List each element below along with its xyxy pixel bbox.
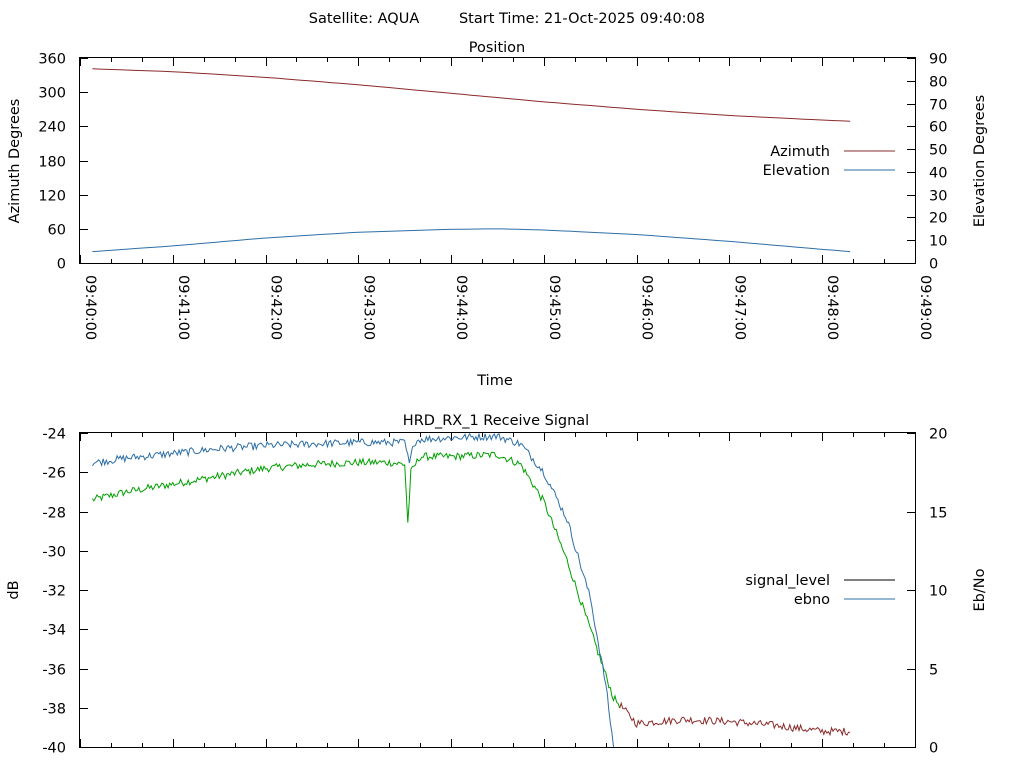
receive-signal-y-tick-label: -24 [42, 427, 66, 443]
receive-signal-y2-tick-label: 20 [929, 427, 947, 443]
receive-signal-chart: HRD_RX_1 Receive Signal -40-38-36-34-32-… [6, 413, 988, 757]
position-y2-tick-label: 80 [929, 75, 947, 91]
receive-signal-y2-tick-label: 10 [929, 584, 947, 600]
position-chart-title: Position [469, 40, 525, 56]
position-chart: Position 0 60 120 180 240 300 360 0 10 20 30 40 50 60… [7, 40, 988, 389]
receive-signal-y-tick-label: -28 [42, 506, 66, 522]
position-y2-tick-label: 50 [929, 143, 947, 159]
receive-signal-y-axis-label: dB [6, 580, 22, 599]
position-y-tick-label: 300 [38, 86, 66, 102]
position-y2-tick-label: 90 [929, 52, 947, 68]
receive-signal-y-tick-label: -32 [42, 584, 66, 600]
receive-signal-y2-tick-label: 0 [929, 741, 938, 757]
position-y2-axis-label: Elevation Degrees [972, 95, 988, 227]
receive-signal-y-tick-label: -40 [42, 741, 66, 757]
start-time-label: Start Time: 21-Oct-2025 09:40:08 [459, 11, 705, 27]
position-x-tick-label: 09:40:00 [82, 275, 98, 340]
legend-ebno-label: ebno [794, 592, 830, 608]
receive-signal-plot-frame [79, 432, 916, 748]
receive-signal-y2-axis-label: Eb/No [972, 568, 988, 611]
position-y-tick-label: 0 [57, 257, 66, 273]
receive-signal-y-tick-label: -26 [42, 466, 66, 482]
receive-signal-series [91, 432, 851, 748]
position-y-tick-label: 60 [48, 223, 66, 239]
position-y2-tick-label: 40 [929, 166, 947, 182]
position-y-tick-label: 120 [38, 189, 66, 205]
position-y-tick-label: 180 [38, 155, 66, 171]
position-y2-tick-label: 0 [929, 257, 938, 273]
series-Elevation-line [92, 228, 851, 253]
receive-signal-chart-title: HRD_RX_1 Receive Signal [403, 413, 589, 429]
position-x-tick-label: 09:42:00 [268, 275, 284, 340]
position-x-axis-label: Time [476, 373, 513, 389]
position-series [92, 68, 851, 253]
series-signal-level-line-weak [619, 701, 851, 737]
legend-signal-level-label: signal_level [745, 573, 830, 589]
position-x-tick-label: 09:45:00 [546, 275, 562, 340]
position-x-tick-label: 09:47:00 [731, 275, 747, 340]
position-y2-tick-label: 20 [929, 211, 947, 227]
receive-signal-y-tick-label: -38 [42, 702, 66, 718]
position-legend: Azimuth Elevation [763, 144, 895, 179]
series-Azimuth-line [92, 68, 851, 122]
position-plot-frame [79, 57, 916, 264]
legend-azimuth-label: Azimuth [770, 144, 830, 160]
receive-signal-y-tick-label: -34 [42, 623, 66, 639]
satellite-label: Satellite: AQUA [309, 11, 420, 27]
receive-signal-y2-tick-label: 15 [929, 506, 947, 522]
receive-signal-y-tick-label: -30 [42, 545, 66, 561]
position-y2-tick-label: 10 [929, 234, 947, 250]
position-y-axis-label: Azimuth Degrees [7, 99, 23, 224]
receive-signal-y2-tick-label: 5 [929, 663, 938, 679]
series-signal-level-line-strong [91, 451, 621, 709]
position-y-tick-label: 360 [38, 52, 66, 68]
position-x-tick-label: 09:48:00 [824, 275, 840, 340]
position-axes: 0 60 120 180 240 300 360 0 10 20 30 40 50 60 70 80 90 09:… [38, 52, 947, 341]
position-x-tick-label: 09:43:00 [360, 275, 376, 340]
position-y2-tick-label: 60 [929, 120, 947, 136]
position-x-tick-label: 09:41:00 [175, 275, 191, 340]
position-y-tick-label: 240 [38, 120, 66, 136]
receive-signal-y-tick-label: -36 [42, 663, 66, 679]
receive-signal-axes: -40 -38 -36 -34 -32 -30 -28 -26 -24 0 5 10 15 20 [42, 427, 947, 757]
receive-signal-legend: signal_level ebno [745, 573, 895, 608]
position-x-tick-label: 09:44:00 [453, 275, 469, 340]
position-y2-tick-label: 30 [929, 189, 947, 205]
legend-elevation-label: Elevation [763, 163, 830, 179]
series-ebno-line [91, 432, 614, 748]
position-x-tick-label: 09:49:00 [917, 275, 933, 340]
position-y2-tick-label: 70 [929, 98, 947, 114]
position-x-tick-label: 09:46:00 [639, 275, 655, 340]
